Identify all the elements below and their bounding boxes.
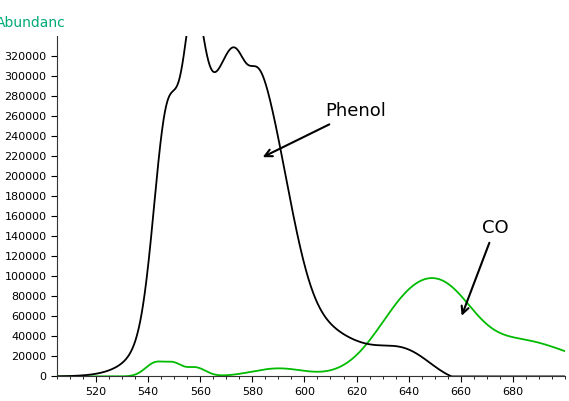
Text: CO: CO — [461, 219, 508, 314]
Text: Abundanc: Abundanc — [0, 16, 66, 30]
Text: Phenol: Phenol — [265, 102, 386, 156]
